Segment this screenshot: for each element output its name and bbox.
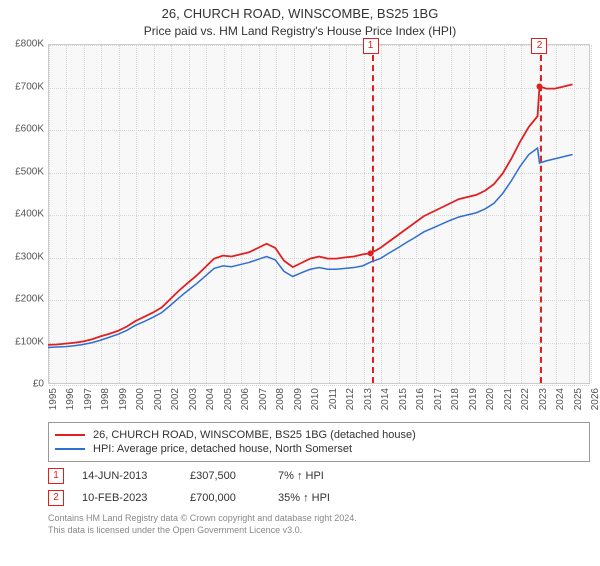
x-tick-label: 2003	[188, 388, 199, 410]
x-tick-label: 2002	[170, 388, 181, 410]
gridline-v	[591, 45, 592, 383]
x-tick-label: 2001	[153, 388, 164, 410]
x-tick-label: 2012	[345, 388, 356, 410]
x-tick-label: 2024	[555, 388, 566, 410]
sale-diff: 7% ↑ HPI	[278, 470, 368, 482]
x-tick-label: 2022	[520, 388, 531, 410]
x-tick-label: 2004	[205, 388, 216, 410]
y-tick-label: £800K	[15, 39, 44, 50]
x-tick-label: 2006	[240, 388, 251, 410]
series-line-subject	[48, 84, 573, 345]
x-tick-label: 2019	[468, 388, 479, 410]
y-tick-label: £400K	[15, 209, 44, 220]
x-tick-label: 2016	[415, 388, 426, 410]
x-tick-label: 1995	[48, 388, 59, 410]
sale-row: 2 10-FEB-2023 £700,000 35% ↑ HPI	[48, 490, 590, 506]
sale-badge: 2	[48, 490, 64, 506]
sales-table: 1 14-JUN-2013 £307,500 7% ↑ HPI 2 10-FEB-2023…	[48, 468, 590, 506]
y-tick-label: £0	[33, 379, 44, 390]
x-tick-label: 2000	[135, 388, 146, 410]
footnote: Contains HM Land Registry data © Crown c…	[48, 512, 590, 536]
x-tick-label: 2023	[538, 388, 549, 410]
sale-point-dot	[536, 84, 542, 90]
sale-diff: 35% ↑ HPI	[278, 492, 368, 504]
y-tick-label: £600K	[15, 124, 44, 135]
x-tick-label: 2007	[258, 388, 269, 410]
x-tick-label: 1996	[65, 388, 76, 410]
x-tick-label: 2009	[293, 388, 304, 410]
chart-lines	[48, 44, 590, 384]
x-tick-label: 2011	[328, 388, 339, 410]
footnote-line1: Contains HM Land Registry data © Crown c…	[48, 513, 357, 523]
legend-swatch	[55, 448, 85, 450]
y-tick-label: £300K	[15, 251, 44, 262]
x-tick-label: 2018	[450, 388, 461, 410]
y-tick-label: £200K	[15, 294, 44, 305]
sale-date: 10-FEB-2023	[82, 492, 172, 504]
chart-container: { "title": "26, CHURCH ROAD, WINSCOMBE, …	[0, 6, 600, 566]
gridline-h	[49, 385, 589, 386]
sale-price: £307,500	[190, 470, 260, 482]
x-tick-label: 2010	[310, 388, 321, 410]
x-tick-label: 2017	[433, 388, 444, 410]
sale-row: 1 14-JUN-2013 £307,500 7% ↑ HPI	[48, 468, 590, 484]
sale-date: 14-JUN-2013	[82, 470, 172, 482]
sale-badge: 1	[48, 468, 64, 484]
y-tick-label: £500K	[15, 166, 44, 177]
legend-item: 26, CHURCH ROAD, WINSCOMBE, BS25 1BG (de…	[55, 429, 583, 441]
x-tick-label: 1998	[100, 388, 111, 410]
chart-area: £0£100K£200K£300K£400K£500K£600K£700K£80…	[48, 44, 590, 384]
x-tick-label: 2014	[380, 388, 391, 410]
x-tick-label: 2021	[503, 388, 514, 410]
x-tick-label: 2013	[363, 388, 374, 410]
legend-label: HPI: Average price, detached house, Nort…	[93, 443, 352, 455]
legend-item: HPI: Average price, detached house, Nort…	[55, 443, 583, 455]
legend: 26, CHURCH ROAD, WINSCOMBE, BS25 1BG (de…	[48, 422, 590, 462]
legend-swatch	[55, 434, 85, 436]
x-tick-label: 2008	[275, 388, 286, 410]
y-tick-label: £700K	[15, 81, 44, 92]
x-tick-label: 2015	[398, 388, 409, 410]
sale-point-dot	[368, 250, 374, 256]
x-tick-label: 2026	[590, 388, 600, 410]
legend-label: 26, CHURCH ROAD, WINSCOMBE, BS25 1BG (de…	[93, 429, 416, 441]
footnote-line2: This data is licensed under the Open Gov…	[48, 525, 302, 535]
x-tick-label: 1999	[118, 388, 129, 410]
x-tick-label: 2025	[573, 388, 584, 410]
chart-subtitle: Price paid vs. HM Land Registry's House …	[0, 24, 600, 38]
x-tick-label: 1997	[83, 388, 94, 410]
x-tick-label: 2005	[223, 388, 234, 410]
sale-price: £700,000	[190, 492, 260, 504]
marker-badge: 2	[531, 38, 547, 54]
marker-badge: 1	[363, 38, 379, 54]
x-tick-label: 2020	[485, 388, 496, 410]
chart-title: 26, CHURCH ROAD, WINSCOMBE, BS25 1BG	[0, 6, 600, 21]
series-line-hpi	[48, 148, 573, 347]
y-tick-label: £100K	[15, 336, 44, 347]
